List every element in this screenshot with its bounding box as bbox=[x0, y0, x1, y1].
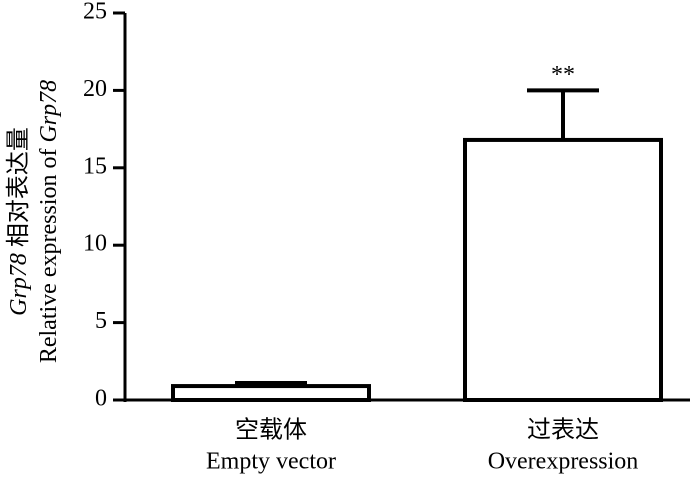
y-tick-label: 20 bbox=[83, 76, 107, 102]
y-axis-label-part: 相对表达量 bbox=[5, 127, 32, 253]
bar bbox=[171, 384, 371, 402]
y-tick-label: 0 bbox=[95, 386, 107, 412]
x-tick-label: Empty vector bbox=[206, 449, 336, 475]
y-axis-label-part: Grp78 bbox=[36, 80, 62, 143]
bar bbox=[463, 137, 663, 402]
x-tick-label: Overexpression bbox=[488, 449, 639, 475]
y-axis-label-part: Relative expression of bbox=[36, 143, 62, 364]
y-axis-label: Relative expression of Grp78 bbox=[36, 80, 62, 363]
x-tick-label-zh: 过表达 bbox=[527, 417, 599, 444]
x-tick-label-zh: 空载体 bbox=[235, 417, 307, 444]
y-tick-label: 10 bbox=[83, 231, 107, 257]
significance: ** bbox=[551, 62, 575, 88]
y-axis-label-part: Grp78 bbox=[6, 253, 32, 316]
y-axis-label: Grp78 相对表达量 bbox=[5, 127, 32, 316]
y-tick-label: 25 bbox=[83, 0, 107, 25]
y-tick-label: 15 bbox=[83, 153, 107, 179]
y-tick-label: 5 bbox=[95, 308, 107, 334]
